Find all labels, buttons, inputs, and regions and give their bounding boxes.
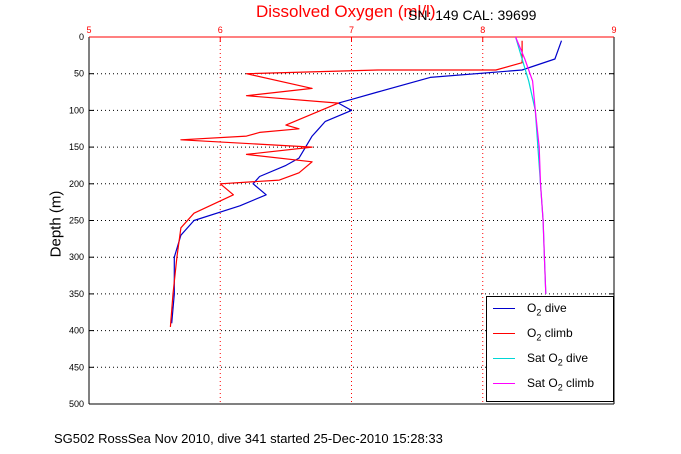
- x-tick-label: 5: [86, 25, 91, 35]
- legend-label-o2-climb: O2 climb: [527, 326, 573, 343]
- y-tick-label: 250: [69, 216, 84, 226]
- x-tick-label: 6: [218, 25, 223, 35]
- y-tick-label: 500: [69, 399, 84, 409]
- y-tick-label: 350: [69, 289, 84, 299]
- series-line-o2-climb: [169, 40, 523, 327]
- y-tick-label: 400: [69, 326, 84, 336]
- legend-item-sat-o2-climb: Sat O2 climb: [487, 374, 613, 394]
- y-tick-label: 150: [69, 142, 84, 152]
- legend: O2 dive O2 climb Sat O2 dive Sat O2 clim…: [486, 296, 614, 402]
- y-tick-label: 0: [79, 32, 84, 42]
- legend-item-sat-o2-dive: Sat O2 dive: [487, 349, 613, 369]
- chart-title: Dissolved Oxygen (ml/l): [256, 2, 436, 21]
- y-axis-label: Depth (m): [47, 190, 65, 258]
- legend-swatch-sat-o2-dive: [493, 358, 515, 359]
- y-tick-label: 50: [74, 69, 84, 79]
- x-tick-label: 9: [611, 25, 616, 35]
- x-tick-label: 8: [480, 25, 485, 35]
- legend-label-sat-o2-dive: Sat O2 dive: [527, 351, 589, 368]
- legend-label-o2-dive: O2 dive: [527, 301, 567, 318]
- y-tick-label: 450: [69, 362, 84, 372]
- y-tick-label: 300: [69, 252, 84, 262]
- y-tick-label: 100: [69, 105, 84, 115]
- legend-item-o2-climb: O2 climb: [487, 324, 613, 344]
- legend-item-o2-dive: O2 dive: [487, 299, 613, 319]
- series-line-sat-o2-climb: [515, 36, 547, 294]
- legend-swatch-o2-dive: [493, 308, 515, 309]
- legend-label-sat-o2-climb: Sat O2 climb: [527, 376, 595, 393]
- legend-swatch-o2-climb: [493, 333, 515, 334]
- y-tick-label: 200: [69, 179, 84, 189]
- serial-info: SN: 149 CAL: 39699: [408, 7, 537, 23]
- legend-swatch-sat-o2-climb: [493, 383, 515, 384]
- footer-caption: SG502 RossSea Nov 2010, dive 341 started…: [54, 431, 443, 446]
- x-tick-label: 7: [349, 25, 354, 35]
